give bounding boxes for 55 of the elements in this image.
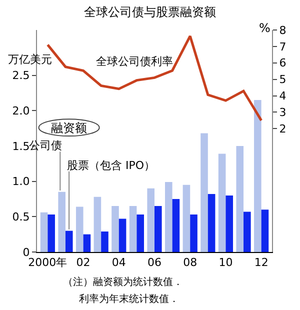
bar (182, 184, 190, 252)
legend-title: 融资额 (51, 121, 87, 135)
y2-tick-label: 7 (279, 40, 286, 54)
bar (76, 206, 84, 252)
bar (65, 230, 73, 252)
y2-tick-label: 4 (279, 90, 286, 103)
bar (147, 188, 154, 252)
x-tick-label: 2000年 (28, 256, 68, 270)
y-tick-label: 1.5 (12, 140, 30, 153)
bar (244, 212, 251, 252)
bar (154, 206, 162, 252)
x-tick-label: 02 (76, 256, 90, 270)
x-tick-label: 12 (254, 256, 268, 270)
y2-tick-label: 6 (279, 56, 286, 70)
text: 公司债 (29, 139, 62, 152)
bar (48, 214, 55, 252)
bar (172, 198, 180, 252)
x-tick-label: 04 (112, 256, 126, 270)
bar (226, 195, 234, 252)
bar (165, 182, 172, 252)
x-tick-label: 10 (218, 256, 233, 270)
bar (83, 234, 91, 252)
series-label: 全球公司债利率 (96, 55, 173, 68)
bar (58, 192, 66, 252)
y2-tick-label: 8 (279, 24, 286, 37)
bar (236, 146, 244, 252)
bar (94, 196, 102, 252)
text: 股票（包含 IPO） (67, 159, 156, 172)
y-tick-label: 2.5 (12, 69, 30, 82)
text: （注）融资额为统计数值． (63, 276, 183, 288)
y2-axis-title: % (259, 21, 270, 35)
text: 利率为年末统计数值． (79, 293, 179, 305)
bar (190, 214, 198, 252)
bar (112, 206, 119, 252)
y2-tick-label: 5 (279, 73, 286, 86)
x-tick-label: 08 (183, 256, 198, 270)
y2-tick-label: 2 (279, 122, 286, 136)
bar (261, 210, 269, 252)
bar (200, 133, 208, 252)
chart-title: 全球公司债与股票融资额 (84, 5, 216, 20)
bar (129, 206, 137, 252)
x-tick-label: 06 (148, 256, 162, 270)
y-tick-label: 1.0 (12, 175, 30, 188)
y-tick-label: 2.0 (12, 104, 30, 118)
bar (118, 218, 126, 252)
y-tick-label: 0 (22, 246, 30, 259)
y-axis-title: 万亿美元 (8, 53, 52, 66)
bar (136, 214, 144, 252)
bar (254, 100, 262, 252)
bar (218, 154, 226, 252)
bar (101, 232, 108, 252)
bar (40, 212, 48, 252)
y-tick-label: 0.5 (12, 210, 30, 224)
y2-tick-label: 3 (279, 106, 286, 120)
bar (208, 194, 216, 252)
